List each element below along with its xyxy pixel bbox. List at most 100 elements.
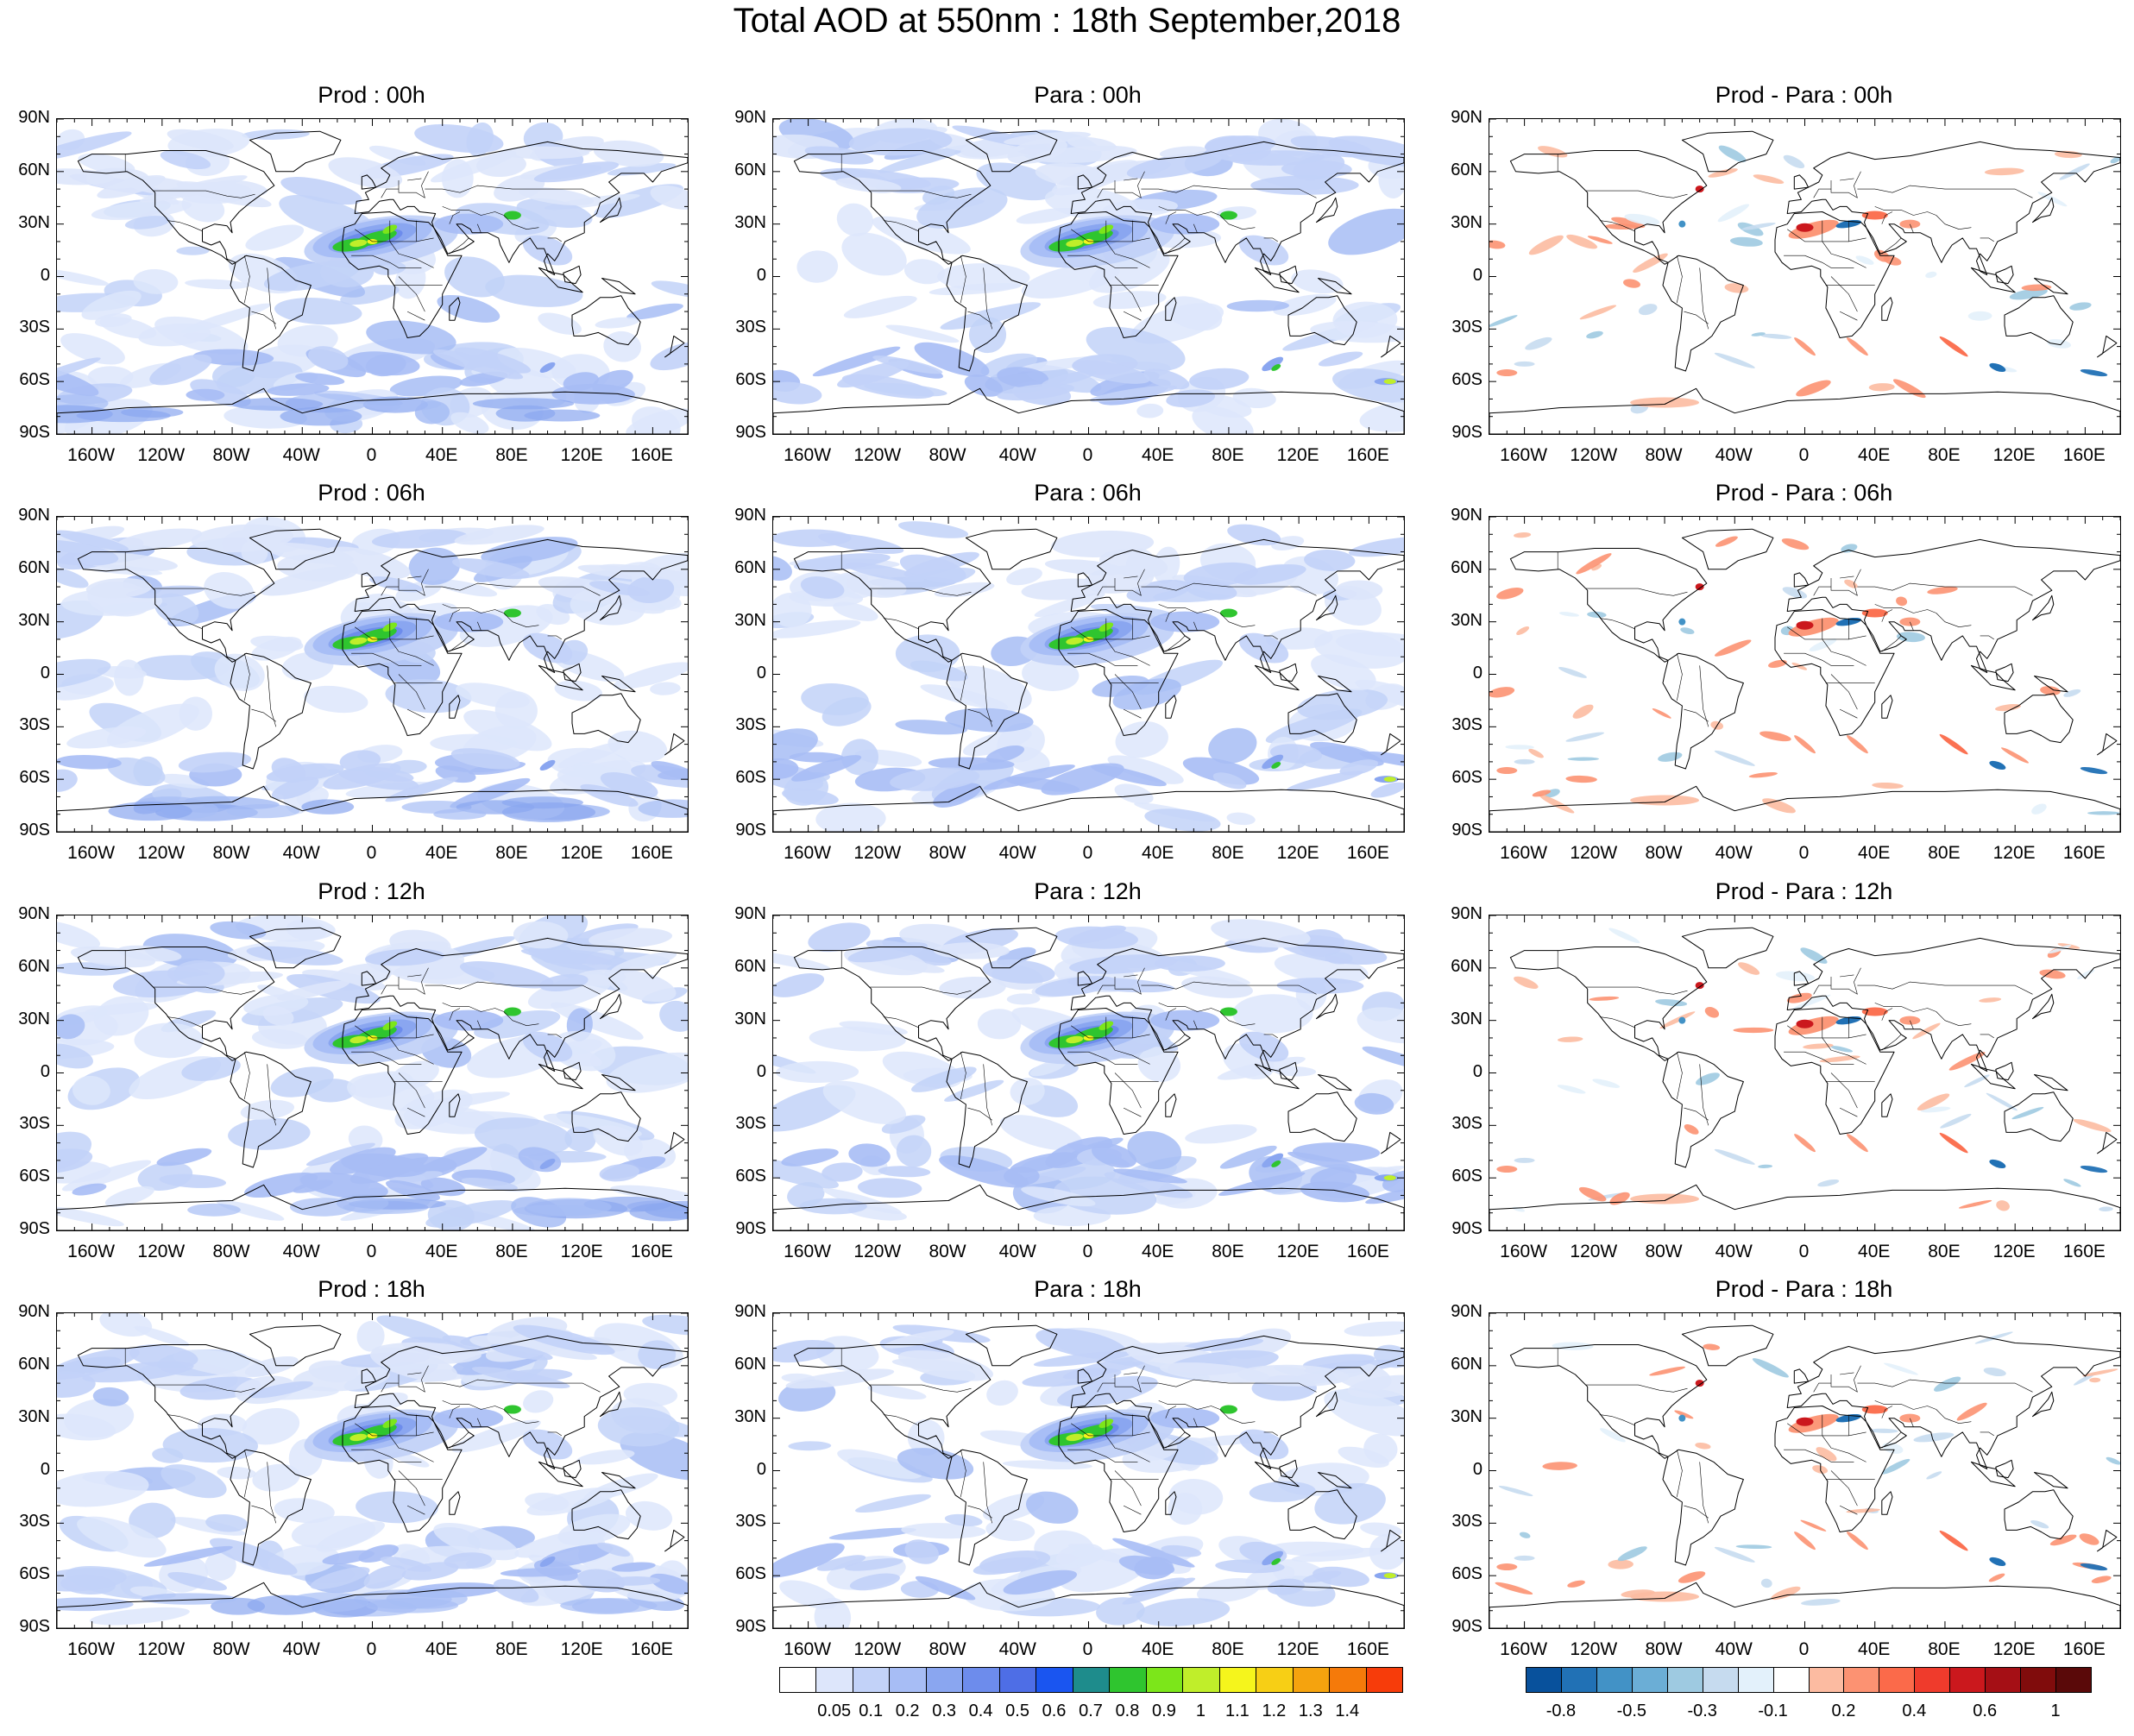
country-border — [1874, 1400, 1936, 1410]
borneo-coastline — [1279, 663, 1298, 682]
japan-coastline — [600, 197, 622, 223]
country-border — [244, 1052, 250, 1099]
longitude-label: 160W — [67, 843, 116, 863]
latitude-label: 30S — [19, 715, 50, 735]
longitude-label: 120E — [1992, 843, 2036, 863]
map-field — [1489, 1313, 2120, 1628]
map-field — [773, 1313, 1404, 1628]
country-border — [381, 1382, 399, 1393]
country-border — [1874, 206, 1936, 216]
country-border — [477, 223, 482, 233]
longitude-label: 0 — [1082, 445, 1093, 465]
country-border — [1141, 582, 1317, 596]
longitude-label: 120E — [1992, 1639, 2036, 1659]
country-border — [1881, 211, 1893, 224]
country-border — [1193, 1418, 1198, 1427]
map-panel-diff: Prod - Para : 00h 90N 60N 30N 0 30S 60S 90S 160W… — [1451, 82, 2121, 465]
map-field — [773, 915, 1404, 1230]
country-border — [267, 1462, 277, 1524]
latitude-label: 30N — [18, 1406, 50, 1426]
japan-coastline — [600, 993, 622, 1020]
latitude-label: 90S — [19, 423, 50, 442]
antarctica-coastline — [1489, 785, 2120, 832]
country-border — [1585, 588, 1688, 596]
latitude-label: 30S — [1451, 1512, 1482, 1532]
colorbar-swatch — [889, 1667, 927, 1693]
country-border — [983, 1462, 993, 1524]
longitude-label: 80W — [212, 1242, 250, 1261]
country-border — [244, 1450, 250, 1497]
country-border — [1158, 1003, 1220, 1012]
nz-coastline — [664, 1529, 685, 1552]
country-border — [1677, 653, 1683, 701]
map-field — [1489, 915, 2120, 1230]
namerica-coastline — [1509, 947, 1708, 1061]
country-border — [153, 190, 255, 198]
country-border — [267, 267, 277, 330]
australia-coastline — [1287, 295, 1357, 346]
uk-coastline — [361, 971, 377, 986]
map-field — [57, 1313, 688, 1628]
uk-coastline — [1077, 174, 1093, 190]
country-border — [1165, 211, 1177, 224]
country-border — [1114, 569, 1145, 596]
map-field — [57, 517, 688, 832]
africa-coastline — [1058, 211, 1179, 338]
samerica-coastline — [1662, 255, 1744, 372]
nz-coastline — [1381, 733, 1401, 756]
country-border — [1585, 190, 1688, 198]
latitude-label: 30N — [18, 1009, 50, 1028]
longitude-label: 40W — [1715, 445, 1753, 465]
longitude-label: 120W — [137, 1639, 186, 1659]
difference-colorbar: -0.8 -0.5 -0.3 -0.1 0.2 0.4 0.6 1 — [1526, 1667, 2092, 1736]
longitude-label: 120W — [1570, 445, 1618, 465]
longitude-label: 0 — [1798, 445, 1810, 465]
country-border — [1813, 586, 1831, 596]
country-border — [1114, 1072, 1142, 1109]
nz-coastline — [2097, 1131, 2118, 1154]
colorbar-swatch — [1949, 1667, 1986, 1693]
country-border — [1165, 1008, 1177, 1021]
namerica-coastline — [77, 150, 275, 265]
colorbar-label: 1.2 — [1262, 1701, 1287, 1720]
country-border — [153, 986, 255, 995]
latitude-label: 30N — [18, 212, 50, 232]
indonesia-coastline — [538, 267, 583, 293]
country-border — [1219, 1409, 1256, 1424]
newguinea-coastline — [1318, 278, 1352, 295]
longitude-label: 160E — [1346, 843, 1389, 863]
eurasia-coastline — [1070, 1335, 1404, 1469]
latitude-label: 60S — [735, 768, 766, 788]
country-border — [407, 974, 422, 978]
australia-coastline — [571, 1091, 641, 1142]
country-border — [398, 674, 425, 710]
country-border — [1263, 1034, 1278, 1039]
country-border — [251, 1505, 276, 1519]
longitude-label: 160W — [1500, 1242, 1548, 1261]
country-border — [1105, 1016, 1150, 1065]
country-border — [1839, 1505, 1858, 1515]
latitude-label: 30S — [1451, 1114, 1482, 1134]
latitude-label: 60S — [19, 768, 50, 788]
country-border — [389, 618, 434, 666]
country-border — [398, 1470, 425, 1506]
australia-coastline — [1287, 1091, 1357, 1142]
country-border — [1830, 1365, 1861, 1393]
australia-coastline — [571, 1489, 641, 1540]
colorbar-swatch — [1843, 1667, 1880, 1693]
country-border — [1263, 1431, 1278, 1437]
latitude-label: 30N — [1451, 610, 1482, 630]
eurasia-coastline — [1786, 538, 2120, 673]
colorbar-label: 0.4 — [968, 1701, 993, 1720]
greenland-coastline — [249, 528, 342, 570]
uk-coastline — [1077, 1368, 1093, 1384]
country-border — [1141, 981, 1317, 995]
country-border — [449, 609, 461, 622]
country-border — [1804, 1449, 1854, 1462]
colorbar-label: 0.05 — [817, 1701, 852, 1720]
latitude-label: 90N — [18, 904, 50, 923]
map-panel-para: Para : 00h 90N 60N 30N 0 30S 60S 90S 160W 120W 80W… — [734, 82, 1405, 465]
longitude-label: 0 — [366, 445, 377, 465]
namerica-coastline — [1509, 548, 1708, 663]
colorbar-swatch — [1560, 1667, 1597, 1693]
